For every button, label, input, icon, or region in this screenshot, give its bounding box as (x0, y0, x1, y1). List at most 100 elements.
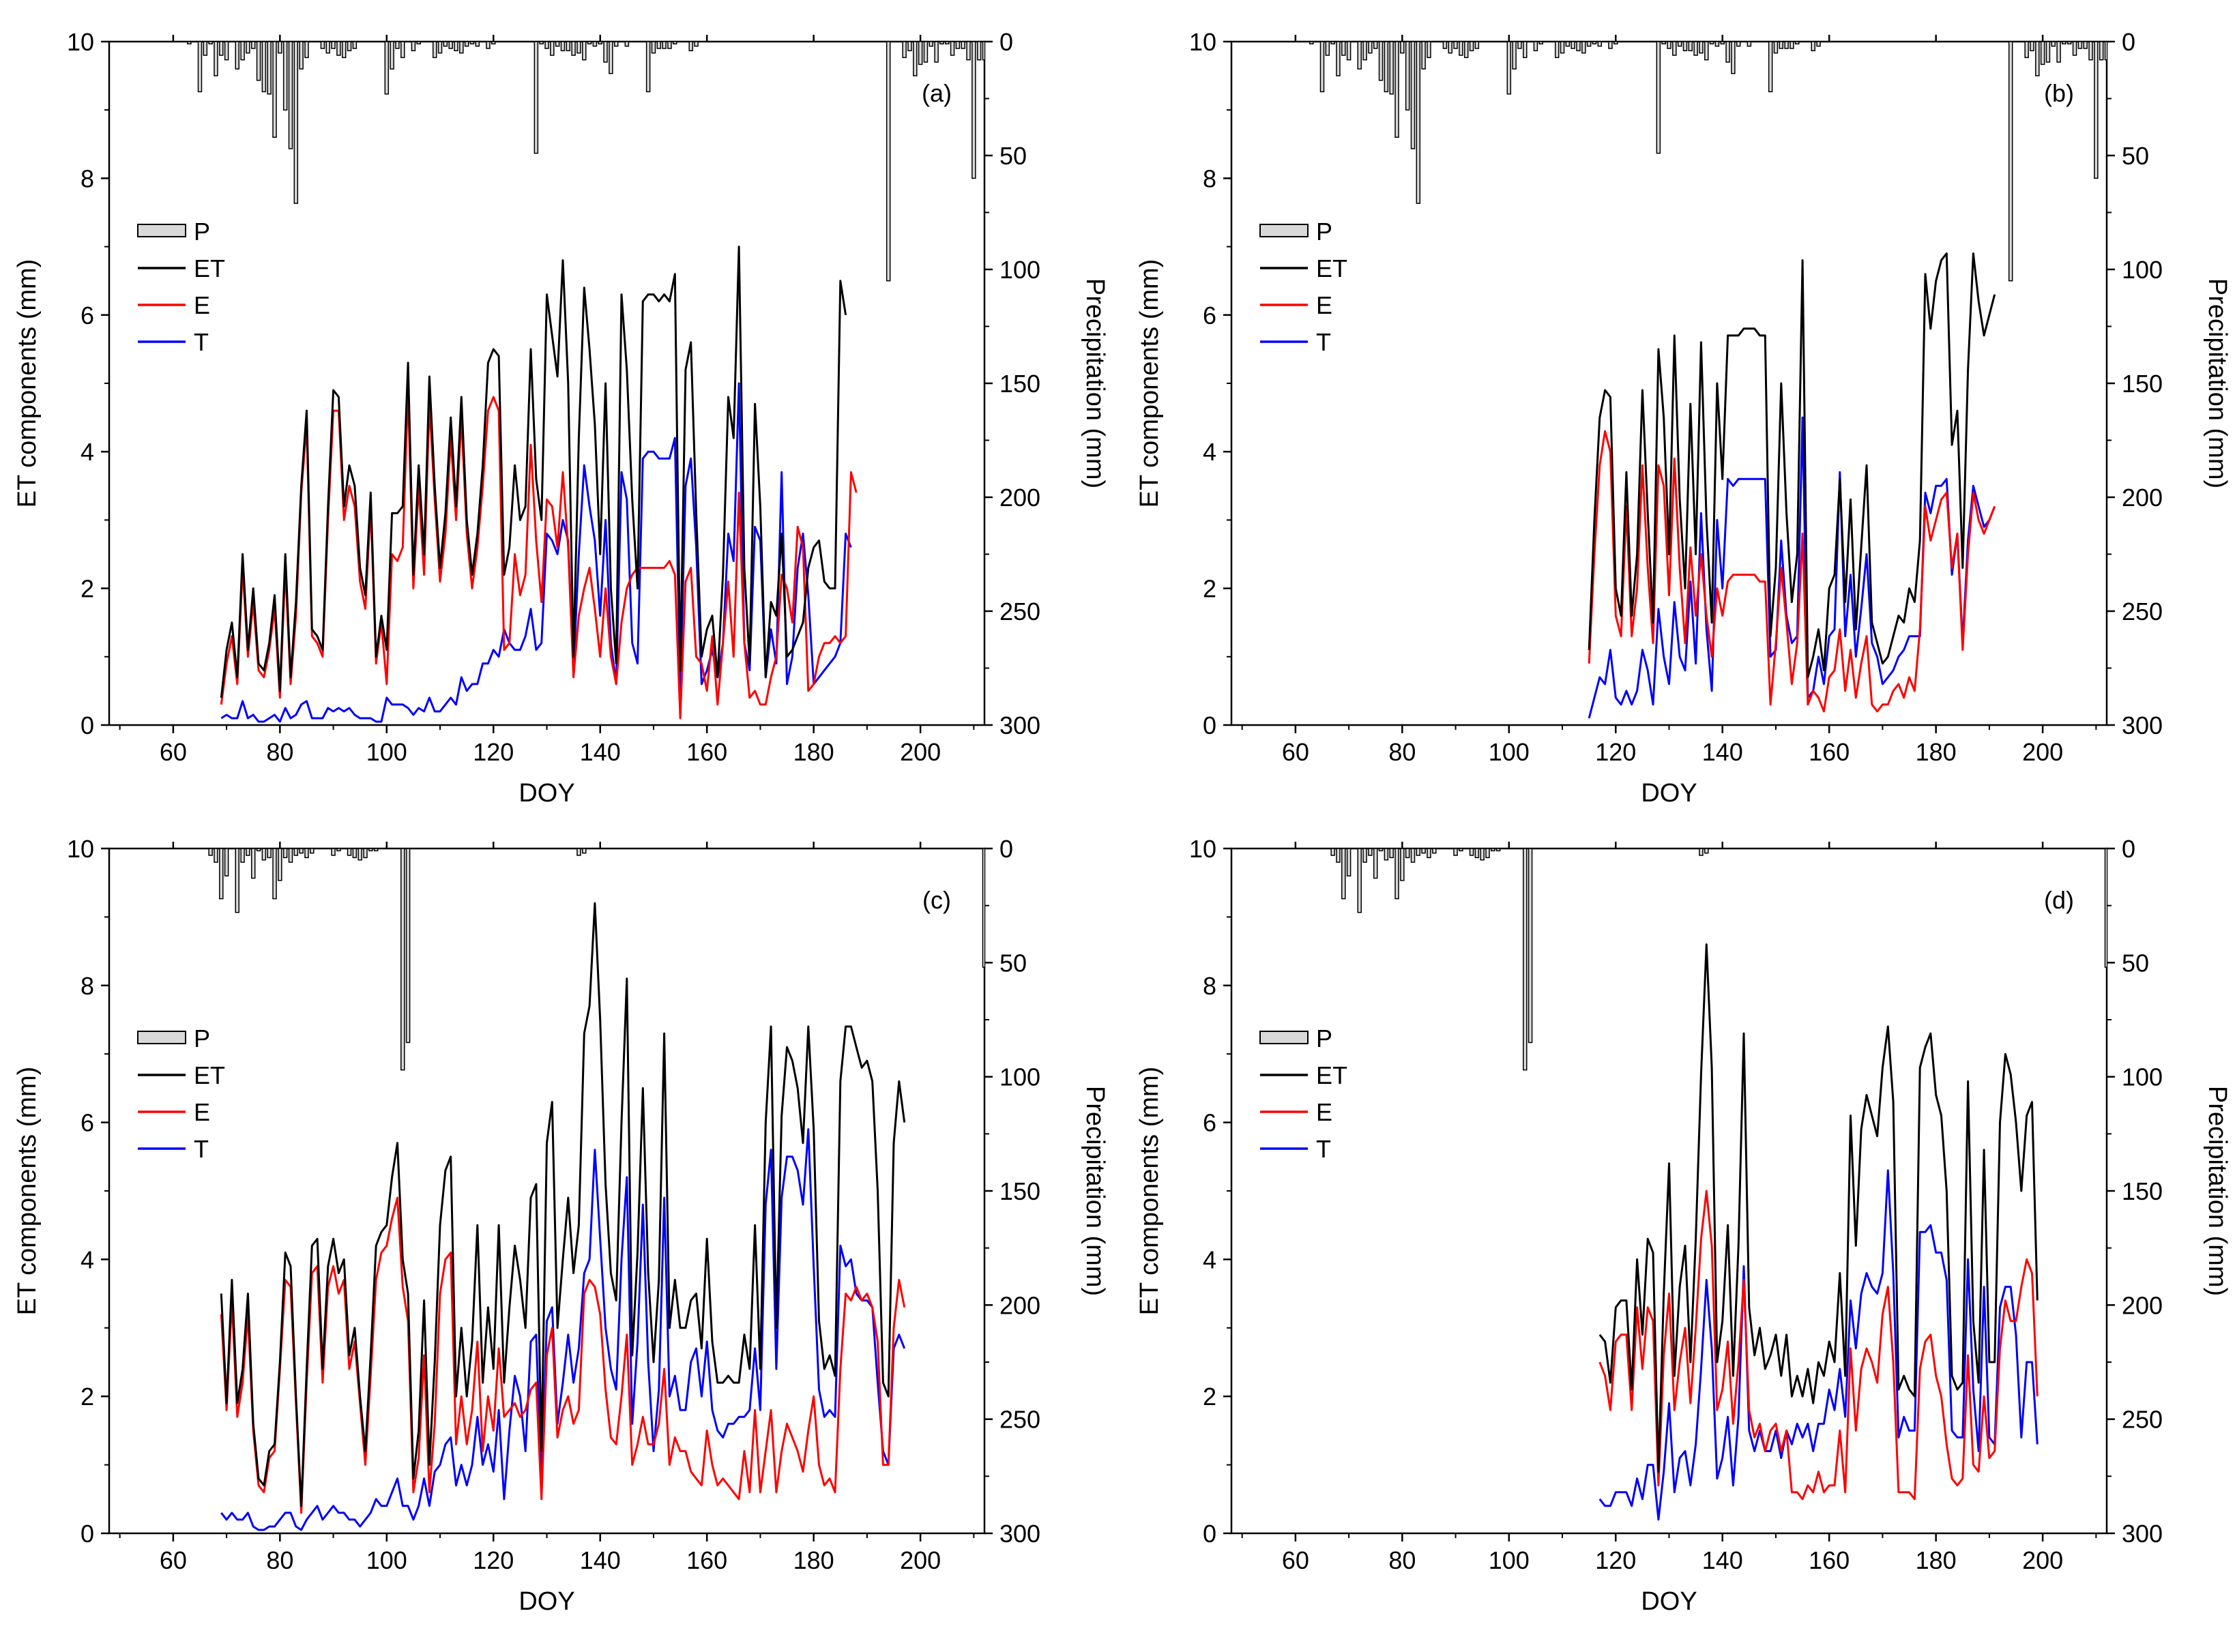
precip-bar (331, 849, 336, 856)
precip-bar (1336, 849, 1341, 863)
x-tick-label: 120 (473, 738, 514, 766)
precip-bar (902, 42, 907, 59)
y-tick-label: 0 (81, 1520, 94, 1548)
precip-bar (400, 849, 405, 1071)
precip-bar (486, 42, 491, 49)
y-tick-label: 4 (1203, 438, 1216, 466)
precip-bar (1725, 42, 1730, 63)
precip-bar (1410, 42, 1416, 149)
series-line-t (220, 1128, 906, 1531)
y2-tick-label: 250 (2122, 1406, 2163, 1434)
precip-bar (475, 42, 480, 47)
y2-tick-label: 150 (2122, 1177, 2163, 1205)
precip-bar (293, 849, 299, 856)
precip-bar (1571, 42, 1575, 49)
x-tick-label: 60 (160, 1546, 187, 1574)
precip-bar (1672, 42, 1677, 56)
precip-bar (1736, 42, 1741, 47)
data-layer (1309, 42, 2107, 719)
legend-label: E (1316, 1098, 1332, 1126)
y-tick-label: 6 (81, 301, 94, 329)
precip-bar (464, 42, 469, 47)
y2-axis-label: Precipitation (mm) (2203, 278, 2232, 488)
x-axis-label: DOY (1641, 1587, 1697, 1616)
precip-bar (1704, 42, 1709, 61)
precip-bar (1523, 849, 1528, 1071)
precip-bar (363, 849, 368, 859)
precip-bar (235, 42, 240, 70)
precip-bar (411, 42, 416, 52)
y2-tick-label: 150 (2122, 370, 2163, 398)
precip-bar (1442, 42, 1448, 49)
precip-bar (437, 42, 443, 54)
precip-bar (1592, 42, 1597, 45)
y2-tick-label: 200 (2122, 1291, 2163, 1319)
precip-bar (1480, 849, 1485, 861)
x-tick-label: 200 (2022, 1546, 2063, 1574)
data-layer (187, 42, 984, 723)
legend-label: ET (1316, 254, 1347, 282)
precip-bar (2072, 42, 2077, 56)
precip-bar (1474, 849, 1480, 859)
x-tick-label: 160 (686, 738, 727, 766)
precip-bar (390, 42, 394, 70)
data-layer (1330, 849, 2107, 1521)
precip-bar (609, 42, 613, 74)
precip-bar (550, 42, 555, 56)
precip-bar (694, 42, 699, 47)
precip-bar (1613, 42, 1618, 45)
x-tick-label: 140 (580, 1546, 621, 1574)
precip-bar (555, 42, 560, 47)
precip-bar (416, 42, 421, 45)
precip-bar (282, 42, 288, 110)
legend-label: T (1316, 1135, 1331, 1163)
x-tick-label: 140 (1702, 738, 1743, 766)
precip-bar (1709, 42, 1714, 45)
y2-tick-label: 200 (999, 1291, 1040, 1319)
x-tick-label: 100 (366, 1546, 407, 1574)
legend-label: ET (194, 254, 225, 282)
precip-bar (454, 42, 458, 52)
y-tick-label: 8 (1203, 164, 1216, 192)
precip-bar (1448, 42, 1453, 54)
precip-bar (1330, 42, 1335, 45)
series-line-et (220, 246, 847, 698)
legend-label: T (1316, 328, 1331, 356)
precip-bar (2094, 42, 2099, 179)
precip-bar (1389, 849, 1394, 859)
precip-bar (598, 42, 602, 45)
precip-bar (1469, 42, 1474, 52)
precip-bar (982, 849, 984, 968)
precip-bar (1538, 42, 1543, 45)
precip-bar (1682, 42, 1688, 52)
precip-bar (923, 42, 929, 63)
precip-bar (214, 42, 218, 76)
y2-axis-label: Precipitation (mm) (1081, 278, 1109, 488)
precip-bar (918, 42, 923, 65)
precip-bar (250, 42, 256, 49)
precip-bar (582, 849, 587, 854)
legend-label: E (194, 1098, 210, 1126)
y-tick-label: 4 (1203, 1245, 1216, 1273)
y2-tick-label: 100 (2122, 1063, 2163, 1091)
precip-bar (352, 42, 357, 49)
y-tick-label: 8 (81, 164, 94, 192)
precip-bar (278, 42, 282, 54)
precip-bar (1309, 42, 1314, 45)
precip-bar (2062, 42, 2066, 45)
precip-bar (1389, 42, 1394, 95)
panel-label: (b) (2044, 79, 2074, 107)
precip-bar (1405, 42, 1410, 110)
legend-label: E (1316, 291, 1332, 319)
precip-bar (1421, 42, 1426, 70)
y2-tick-label: 0 (999, 28, 1013, 56)
precip-bar (2008, 42, 2013, 282)
y2-axis-label: Precipitation (mm) (2203, 1086, 2232, 1296)
precip-bar (1795, 42, 1800, 45)
x-tick-label: 140 (580, 738, 621, 766)
series-line-e (1588, 430, 1996, 713)
y-tick-label: 4 (81, 1245, 94, 1273)
precip-bar (939, 42, 944, 45)
